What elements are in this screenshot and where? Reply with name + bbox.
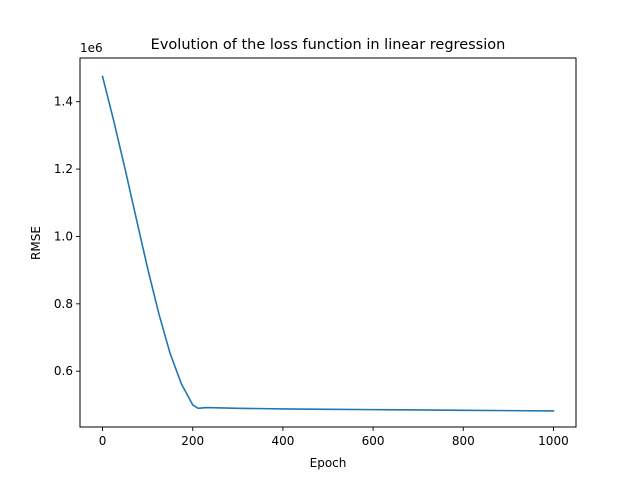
x-tick-label: 400 [271, 434, 294, 448]
x-tick-label: 200 [181, 434, 204, 448]
y-tick-label: 1.0 [54, 229, 73, 243]
x-tick-label: 800 [452, 434, 475, 448]
y-axis-label: RMSE [29, 226, 43, 260]
x-tick-label: 0 [99, 434, 107, 448]
y-tick-label: 1.4 [54, 95, 73, 109]
y-axis-ticks: 0.6 0.8 1.0 1.2 1.4 [54, 95, 80, 378]
x-tick-label: 600 [362, 434, 385, 448]
plot-frame [79, 57, 577, 428]
y-tick-label: 0.6 [54, 364, 73, 378]
y-offset-label: 1e6 [80, 41, 103, 55]
x-tick-label: 1000 [538, 434, 569, 448]
plot-area [101, 75, 555, 412]
chart-title: Evolution of the loss function in linear… [151, 37, 506, 53]
x-axis-ticks: 0 200 400 600 800 1000 [99, 427, 569, 448]
x-axis-label: Epoch [310, 456, 347, 470]
y-tick-label: 1.2 [54, 162, 73, 176]
series-line [101, 75, 555, 412]
y-tick-label: 0.8 [54, 297, 73, 311]
